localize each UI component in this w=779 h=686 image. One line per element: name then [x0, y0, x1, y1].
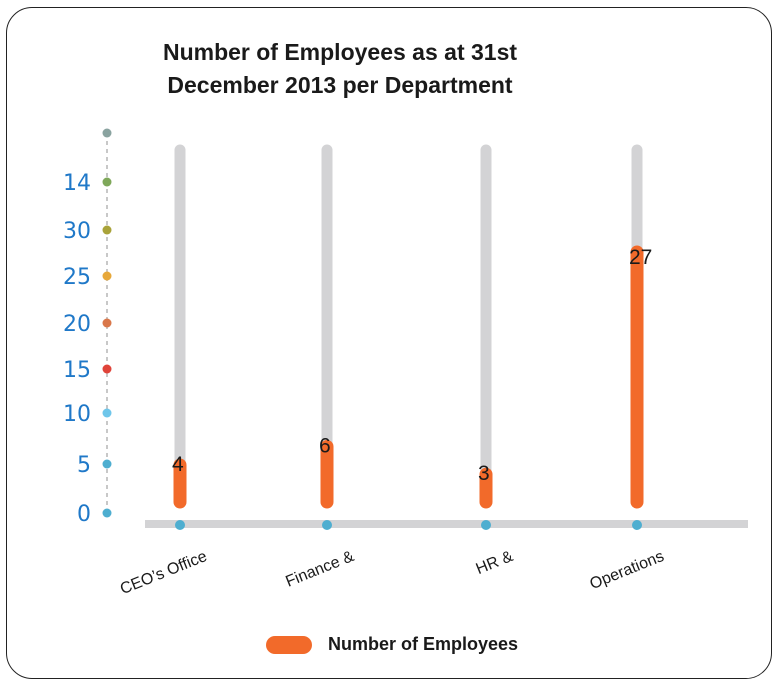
legend-label: Number of Employees — [328, 634, 519, 654]
x-tick-label: HR & — [474, 548, 516, 578]
data-label: 6 — [319, 434, 331, 457]
legend-swatch — [266, 635, 312, 654]
y-tick-dot — [102, 459, 112, 469]
chart-card — [6, 7, 772, 679]
x-tick-dot — [175, 520, 185, 530]
x-tick-label: CEO’s Office — [118, 548, 210, 598]
y-tick-label: 30 — [63, 219, 91, 244]
y-tick-label: 15 — [63, 358, 91, 383]
y-tick-dot — [102, 225, 112, 235]
x-tick-dot — [481, 520, 491, 530]
y-tick-dot — [102, 408, 112, 418]
x-tick-dot — [322, 520, 332, 530]
data-label: 27 — [629, 246, 652, 269]
y-tick-dot — [102, 177, 112, 187]
y-tick-dot — [102, 364, 112, 374]
y-tick-label: 10 — [63, 402, 91, 427]
y-tick-label: 14 — [63, 171, 91, 196]
y-tick-dot — [102, 271, 112, 281]
x-tick-label: Finance & — [283, 548, 356, 591]
y-tick-dot — [102, 508, 112, 518]
data-label: 4 — [172, 453, 184, 476]
legend: Number of Employees — [266, 634, 518, 655]
y-tick-dot — [102, 318, 112, 328]
data-label: 3 — [478, 462, 490, 485]
y-tick-label: 5 — [77, 453, 91, 478]
y-tick-label: 20 — [63, 312, 91, 337]
y-tick-label: 25 — [63, 265, 91, 290]
x-tick-label: Operations — [588, 548, 667, 593]
x-tick-dot — [632, 520, 642, 530]
y-tick-label: 0 — [77, 502, 91, 527]
chart-title: Number of Employees as at 31st December … — [162, 39, 518, 98]
y-tick-dot — [102, 128, 112, 138]
